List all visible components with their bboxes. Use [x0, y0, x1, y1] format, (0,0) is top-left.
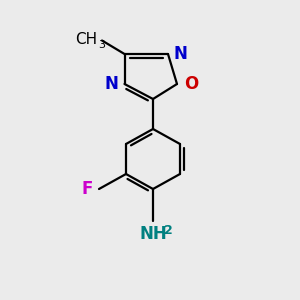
Text: N: N [105, 75, 118, 93]
Text: NH: NH [139, 225, 167, 243]
Text: 2: 2 [164, 224, 173, 236]
Text: F: F [81, 180, 92, 198]
Text: N: N [173, 45, 187, 63]
Text: 3: 3 [98, 40, 105, 50]
Text: O: O [184, 75, 198, 93]
Text: CH: CH [75, 32, 98, 46]
